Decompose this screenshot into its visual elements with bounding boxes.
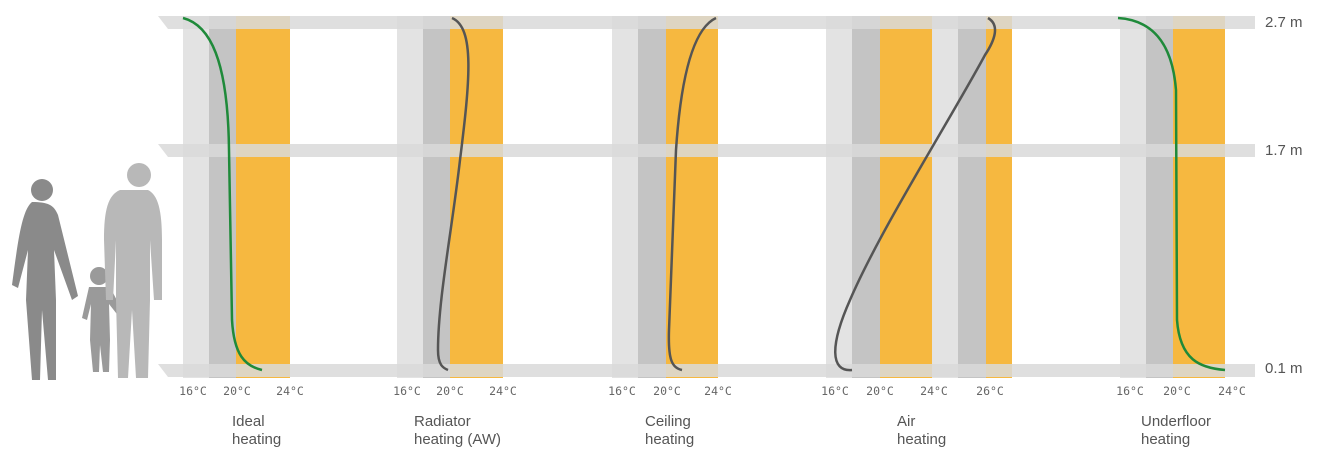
temperature-tick: 16°C bbox=[608, 384, 636, 398]
height-band bbox=[158, 144, 1255, 157]
height-label: 2.7 m bbox=[1265, 14, 1303, 31]
stripe bbox=[986, 16, 1012, 378]
panel-label: heating (AW) bbox=[414, 431, 501, 448]
stripe bbox=[450, 16, 503, 378]
stripe bbox=[397, 16, 423, 378]
page: {"height_labels": ["2.7 m", "1.7 m", "0.… bbox=[0, 0, 1322, 450]
temperature-tick: 20°C bbox=[866, 384, 894, 398]
panel-label: heating bbox=[897, 431, 946, 448]
temperature-tick: 24°C bbox=[276, 384, 304, 398]
temperature-tick: 16°C bbox=[821, 384, 849, 398]
temperature-tick: 16°C bbox=[179, 384, 207, 398]
panel-label: heating bbox=[645, 431, 694, 448]
temperature-tick: 26°C bbox=[976, 384, 1004, 398]
temperature-tick: 24°C bbox=[489, 384, 517, 398]
height-label: 1.7 m bbox=[1265, 142, 1303, 159]
temperature-tick: 16°C bbox=[393, 384, 421, 398]
panel-label: Underfloor bbox=[1141, 413, 1211, 430]
stripe bbox=[236, 16, 290, 378]
stripe bbox=[183, 16, 209, 378]
temperature-tick: 20°C bbox=[653, 384, 681, 398]
temperature-tick: 20°C bbox=[223, 384, 251, 398]
woman-silhouette bbox=[12, 179, 78, 380]
stripe bbox=[958, 16, 986, 378]
stripe bbox=[423, 16, 450, 378]
panel-label: heating bbox=[232, 431, 281, 448]
temperature-tick: 24°C bbox=[1218, 384, 1246, 398]
height-band bbox=[158, 364, 1255, 377]
panel-label: Ceiling bbox=[645, 413, 691, 430]
stripe bbox=[880, 16, 932, 378]
temperature-tick: 20°C bbox=[1163, 384, 1191, 398]
temperature-tick: 24°C bbox=[920, 384, 948, 398]
silhouettes bbox=[12, 163, 162, 380]
panel-label: Radiator bbox=[414, 413, 471, 430]
diagram: 2.7 m1.7 m0.1 m16°C20°C24°CIdealheating1… bbox=[0, 0, 1322, 450]
height-band bbox=[158, 16, 1255, 29]
stripe bbox=[1120, 16, 1146, 378]
panel-label: Ideal bbox=[232, 413, 265, 430]
temperature-tick: 20°C bbox=[436, 384, 464, 398]
stripe bbox=[932, 16, 958, 378]
panel-label: heating bbox=[1141, 431, 1190, 448]
stripe bbox=[826, 16, 852, 378]
temperature-tick: 24°C bbox=[704, 384, 732, 398]
stripe bbox=[852, 16, 880, 378]
stripe bbox=[638, 16, 666, 378]
man-silhouette bbox=[104, 163, 162, 378]
stripe bbox=[1173, 16, 1225, 378]
temperature-stripes bbox=[183, 16, 1225, 378]
temperature-tick: 16°C bbox=[1116, 384, 1144, 398]
stripe bbox=[612, 16, 638, 378]
height-label: 0.1 m bbox=[1265, 360, 1303, 377]
stripe bbox=[1146, 16, 1173, 378]
panel-label: Air bbox=[897, 413, 915, 430]
